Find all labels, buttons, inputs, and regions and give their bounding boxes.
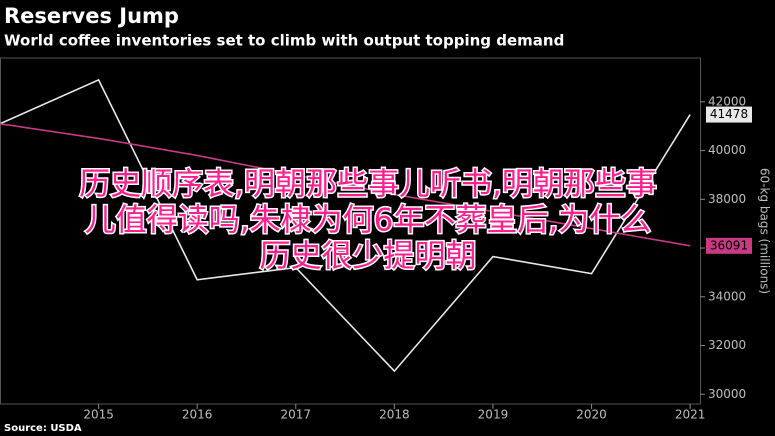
overlay-text: 儿值得读吗,朱棣为何6年不葬皇后,为什么 xyxy=(85,203,651,239)
x-tick-label: 2015 xyxy=(83,408,114,422)
chart-subtitle: World coffee inventories set to climb wi… xyxy=(4,32,564,50)
y-tick-label: 32000 xyxy=(708,338,746,352)
x-tick-label: 2018 xyxy=(379,408,410,422)
value-label: 36091 xyxy=(710,238,748,252)
series-line xyxy=(0,122,691,247)
series-line xyxy=(0,78,691,373)
value-label-box xyxy=(706,237,752,254)
overlay-text: 历史很少提明朝 xyxy=(260,239,477,275)
x-tick-label: 2019 xyxy=(478,408,509,422)
x-tick-label: 2017 xyxy=(281,408,312,422)
x-tick-label: 2016 xyxy=(182,408,213,422)
y-axis-label: 60-kg bags (millions) xyxy=(758,168,772,294)
y-tick-label: 30000 xyxy=(708,387,746,401)
x-tick-label: 2021 xyxy=(675,408,706,422)
source: Source: USDA xyxy=(4,423,82,434)
plot-frame xyxy=(0,57,701,405)
y-tick-label: 38000 xyxy=(708,192,746,206)
chart-title: Reserves Jump xyxy=(4,4,179,28)
value-label: 41478 xyxy=(710,107,748,121)
y-tick-label: 40000 xyxy=(708,143,746,157)
y-tick-label: 34000 xyxy=(708,289,746,303)
x-tick-label: 2020 xyxy=(576,408,607,422)
value-label-box xyxy=(706,106,752,123)
overlay-text: 历史顺序表,明朝那些事儿听书,明朝那些事 xyxy=(79,167,657,203)
y-tick-label: 42000 xyxy=(708,94,746,108)
